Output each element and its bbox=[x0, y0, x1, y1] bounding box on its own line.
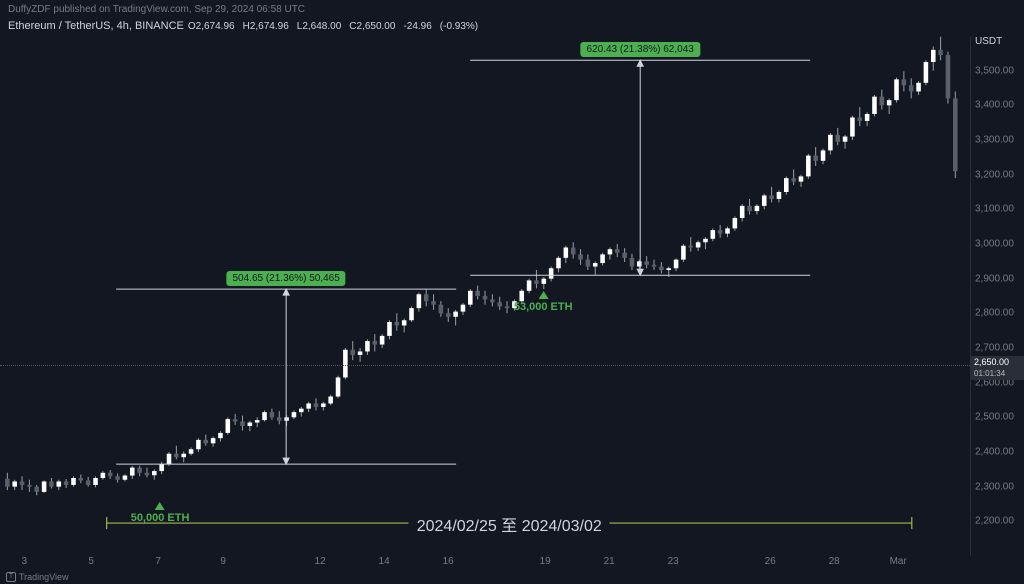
y-tick: 2,800.00 bbox=[975, 308, 1020, 319]
current-price-hline bbox=[0, 365, 970, 366]
y-tick: 2,500.00 bbox=[975, 412, 1020, 423]
x-tick: 28 bbox=[829, 556, 840, 567]
y-tick: 3,000.00 bbox=[975, 239, 1020, 250]
y-axis-unit: USDT bbox=[975, 36, 1020, 47]
symbol-bar: Ethereum / TetherUS, 4h, BINANCE O2,674.… bbox=[8, 20, 478, 32]
date-range-label: 2024/02/25 至 2024/03/02 bbox=[409, 512, 610, 536]
tradingview-logo: T TradingView bbox=[6, 572, 69, 582]
x-tick: 9 bbox=[220, 556, 226, 567]
chart-area[interactable]: 504.65 (21.36%) 50,465 620.43 (21.38%) 62… bbox=[0, 36, 970, 556]
eth-annotation: 50,000 ETH bbox=[131, 502, 190, 524]
eth-annotation: 53,000 ETH bbox=[514, 291, 573, 313]
candlestick-svg bbox=[0, 36, 970, 556]
x-tick: 5 bbox=[88, 556, 94, 567]
ohlc-l: L2,648.00 bbox=[297, 21, 342, 32]
y-tick: 2,700.00 bbox=[975, 343, 1020, 354]
last-price-label: 2,650.0001:01:34 bbox=[970, 356, 1024, 380]
y-tick: 3,200.00 bbox=[975, 169, 1020, 180]
y-tick: 2,300.00 bbox=[975, 481, 1020, 492]
x-tick: 19 bbox=[540, 556, 551, 567]
x-tick: 3 bbox=[21, 556, 27, 567]
price-range-badge: 620.43 (21.38%) 62,043 bbox=[581, 42, 700, 57]
publish-info: DuffyZDF published on TradingView.com, S… bbox=[8, 4, 305, 15]
x-tick: 26 bbox=[765, 556, 776, 567]
y-tick: 3,400.00 bbox=[975, 100, 1020, 111]
x-tick: 14 bbox=[379, 556, 390, 567]
tv-logo-text: TradingView bbox=[19, 572, 69, 582]
symbol-pair: Ethereum / TetherUS, 4h, BINANCE bbox=[8, 20, 184, 32]
ohlc-h: H2,674.96 bbox=[243, 21, 289, 32]
ohlc-change: -24.96 bbox=[403, 21, 431, 32]
y-axis: USDT 2,200.00 2,300.00 2,400.00 2,500.00 2,6… bbox=[970, 36, 1024, 556]
price-range-badge: 504.65 (21.36%) 50,465 bbox=[226, 271, 345, 286]
ohlc-o: O2,674.96 bbox=[188, 21, 235, 32]
ohlc-c: C2,650.00 bbox=[349, 21, 395, 32]
x-tick: 16 bbox=[443, 556, 454, 567]
x-tick: 7 bbox=[155, 556, 161, 567]
y-tick: 3,300.00 bbox=[975, 135, 1020, 146]
y-tick: 2,200.00 bbox=[975, 516, 1020, 527]
y-tick: 2,900.00 bbox=[975, 273, 1020, 284]
x-tick: 21 bbox=[604, 556, 615, 567]
y-tick: 3,100.00 bbox=[975, 204, 1020, 215]
tv-logo-icon: T bbox=[6, 572, 16, 582]
x-axis: 3 5 7 9 12 14 16 19 21 23 26 28 Mar bbox=[0, 556, 970, 570]
x-tick: Mar bbox=[890, 556, 907, 567]
x-tick: 23 bbox=[668, 556, 679, 567]
ohlc-change-pct: (-0.93%) bbox=[440, 21, 478, 32]
y-tick: 3,500.00 bbox=[975, 65, 1020, 76]
y-tick: 2,400.00 bbox=[975, 447, 1020, 458]
x-tick: 12 bbox=[315, 556, 326, 567]
